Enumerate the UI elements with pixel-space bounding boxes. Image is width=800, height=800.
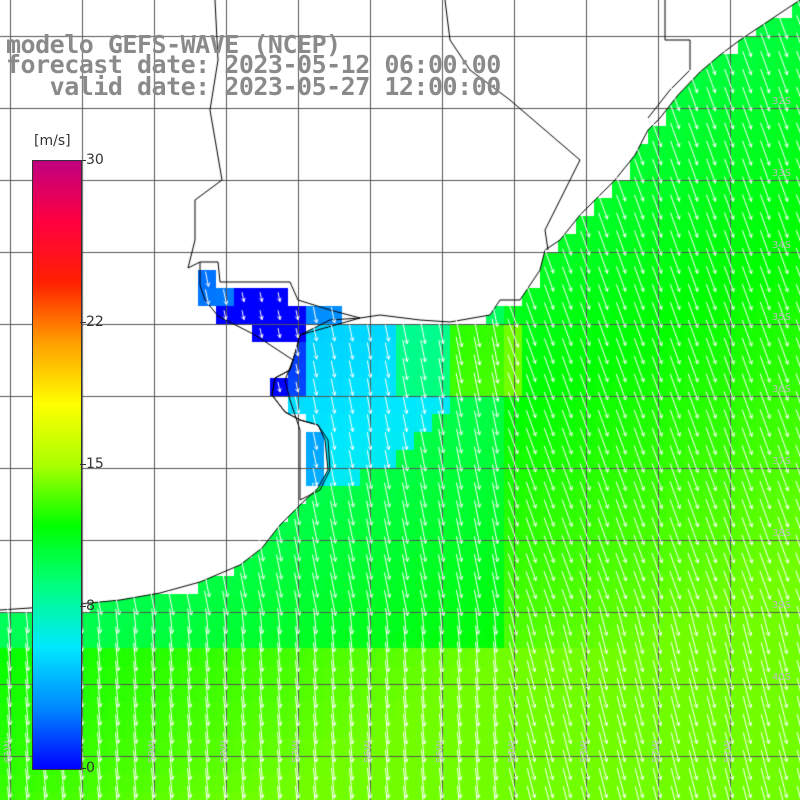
latitude-label: 35S	[772, 312, 792, 323]
colorbar-tick-label: 22	[86, 314, 104, 331]
colorbar-tick-line	[80, 160, 86, 161]
colorbar-tick-label: 0	[86, 760, 95, 776]
model-title: modelo GEFS-WAVE (NCEP)	[6, 30, 341, 59]
longitude-label: 54W	[507, 740, 518, 763]
forecast-date: forecast date: 2023-05-12 06:00:00	[6, 50, 501, 79]
valid-date: valid date: 2023-05-27 12:00:00	[6, 72, 502, 101]
colorbar-tick-line	[80, 322, 86, 324]
latitude-label: 38S	[772, 528, 792, 539]
colorbar-tick-label: 8	[86, 597, 95, 614]
colorbar-tick-label: 30	[86, 152, 104, 168]
latitude-label: 34S	[772, 240, 792, 251]
longitude-label: 53W	[579, 740, 590, 763]
longitude-label: 55W	[435, 740, 446, 763]
longitude-label: 61W	[3, 740, 14, 763]
colorbar-gradient	[32, 160, 82, 770]
longitude-label: 52W	[651, 740, 662, 763]
latitude-label: 40S	[772, 672, 792, 683]
latitude-label: 32S	[772, 96, 792, 107]
longitude-label: 56W	[363, 740, 374, 763]
colorbar-tick-line	[80, 464, 86, 465]
latitude-label: 37S	[772, 456, 792, 467]
colorbar-tick-line	[80, 768, 86, 769]
colorbar-tick-line	[80, 605, 86, 607]
colorbar-tick-label: 15	[86, 456, 104, 472]
latitude-label: 33S	[772, 168, 792, 179]
colorbar-unit: [m/s]	[34, 133, 71, 149]
latitude-label: 36S	[772, 384, 792, 395]
longitude-label: 57W	[291, 740, 302, 763]
latitude-label: 39S	[772, 600, 792, 611]
longitude-label: 58W	[219, 740, 230, 763]
longitude-label: 51W	[723, 740, 734, 763]
longitude-label: 59W	[147, 740, 158, 763]
